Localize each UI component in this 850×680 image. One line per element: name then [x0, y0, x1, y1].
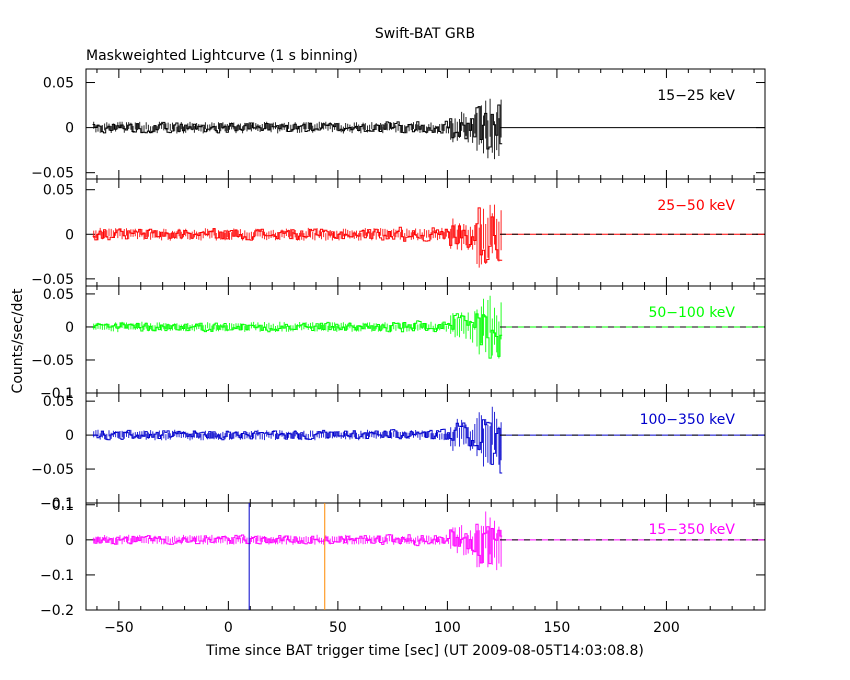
y-tick-label: −0.05 — [31, 166, 74, 182]
error-bars — [93, 406, 502, 467]
x-tick-label: 150 — [544, 620, 571, 636]
y-tick-label: 0.1 — [52, 498, 74, 514]
band-label: 15−25 keV — [657, 88, 735, 104]
y-tick-label: 0.05 — [43, 394, 74, 410]
y-tick-label: −0.1 — [40, 386, 74, 402]
x-tick-label: 200 — [653, 620, 680, 636]
lightcurve-series — [92, 523, 503, 565]
band-label: 100−350 keV — [640, 412, 736, 428]
y-tick-label: 0 — [65, 227, 74, 243]
y-tick-label: −0.2 — [40, 603, 74, 619]
x-axis: −50 0 50 100 150 200 — [104, 620, 680, 636]
band-label: 25−50 keV — [657, 198, 735, 214]
chart-title: Swift-BAT GRB — [375, 26, 475, 42]
error-bars — [93, 98, 502, 160]
x-tick-label: 50 — [329, 620, 347, 636]
panel-4: 0.05 0 −0.05 −0.1 100−350 keV — [31, 392, 766, 512]
y-tick-label: 0.05 — [43, 287, 74, 303]
y-tick-label: 0 — [65, 428, 74, 444]
band-label: 50−100 keV — [648, 305, 735, 321]
x-axis-title: Time since BAT trigger time [sec] (UT 20… — [205, 643, 644, 659]
panel-5: 0.1 0 −0.1 −0.2 15−350 keV — [40, 498, 766, 619]
lightcurve-series — [92, 419, 503, 474]
y-tick-label: 0.05 — [43, 76, 74, 92]
y-tick-label: 0 — [65, 533, 74, 549]
x-tick-label: 100 — [434, 620, 461, 636]
y-tick-label: −0.05 — [31, 272, 74, 288]
lightcurve-series — [92, 313, 503, 359]
error-bars — [93, 204, 502, 268]
panel-1: 0.05 0 −0.05 15−25 keV — [31, 68, 766, 182]
lightcurve-series — [92, 207, 503, 263]
y-tick-label: −0.05 — [31, 353, 74, 369]
error-bars — [93, 295, 502, 359]
y-tick-label: −0.1 — [40, 568, 74, 584]
x-tick-label: 0 — [224, 620, 233, 636]
y-tick-label: −0.05 — [31, 462, 74, 478]
y-tick-label: −0.1 — [40, 496, 74, 512]
panel-2: 0.05 0 −0.05 25−50 keV — [31, 178, 766, 288]
panel-frame — [85, 392, 766, 504]
error-bars — [93, 511, 502, 571]
y-axis-title: Counts/sec/det — [10, 288, 26, 393]
panel-frame — [85, 502, 766, 611]
panel-3: 0.05 0 −0.05 −0.1 50−100 keV — [31, 285, 766, 402]
x-tick-label: −50 — [104, 620, 134, 636]
chart-subtitle: Maskweighted Lightcurve (1 s binning) — [86, 48, 358, 64]
y-tick-label: 0.05 — [43, 183, 74, 199]
y-tick-label: 0 — [65, 320, 74, 336]
y-tick-label: 0 — [65, 121, 74, 137]
panel-frame — [85, 285, 766, 394]
band-label: 15−350 keV — [648, 522, 735, 538]
